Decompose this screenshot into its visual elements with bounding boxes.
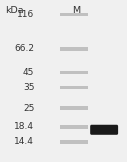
Text: 25: 25	[23, 104, 34, 113]
Text: kDa: kDa	[5, 6, 24, 15]
Text: 45: 45	[23, 68, 34, 77]
FancyBboxPatch shape	[90, 125, 118, 135]
Text: 18.4: 18.4	[14, 122, 34, 131]
Text: M: M	[72, 6, 80, 15]
Text: 116: 116	[17, 10, 34, 19]
Text: 14.4: 14.4	[14, 137, 34, 146]
Bar	[60, 86, 88, 89]
Bar	[60, 125, 88, 129]
Bar	[60, 13, 88, 16]
Bar	[60, 70, 88, 74]
Bar	[60, 106, 88, 110]
Text: 35: 35	[23, 83, 34, 92]
Bar	[60, 140, 88, 144]
Text: 66.2: 66.2	[14, 44, 34, 53]
Bar	[60, 47, 88, 51]
